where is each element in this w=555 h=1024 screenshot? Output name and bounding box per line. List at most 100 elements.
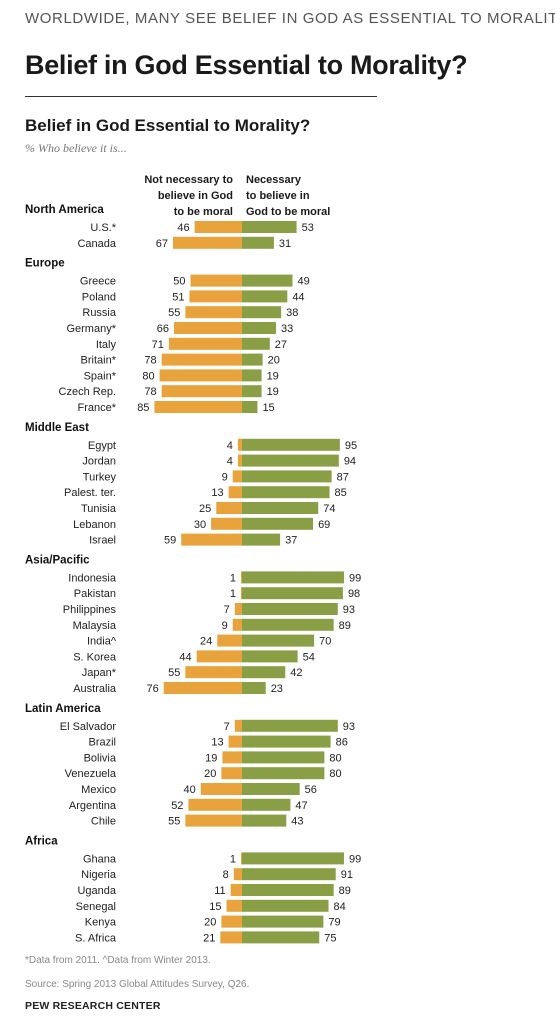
value-necessary-bolivia: 80 [329,752,341,764]
bar-not-necessary-kenya [221,915,242,928]
value-necessary-poland: 44 [292,291,304,303]
bar-not-necessary-s-korea [196,650,242,663]
country-label-pakistan: Pakistan [74,588,116,600]
value-not-necessary-france: 85 [137,402,149,414]
bar-necessary-pakistan [242,587,343,600]
region-label-europe: Europe [25,258,65,270]
bar-not-necessary-palest-ter [228,486,242,499]
bar-not-necessary-s-africa [220,931,242,944]
bar-not-necessary-u-s [194,221,242,233]
bar-not-necessary-australia [163,682,242,694]
value-necessary-india: 70 [319,636,331,648]
value-not-necessary-uganda: 11 [214,885,225,897]
bar-necessary-jordan [242,454,339,467]
value-not-necessary-czech-rep: 78 [144,386,156,398]
value-not-necessary-egypt: 4 [227,440,233,452]
bar-not-necessary-jordan [237,454,242,467]
value-necessary-brazil: 86 [336,737,348,749]
bar-necessary-argentina [242,798,291,811]
bar-necessary-u-s [242,221,297,233]
value-not-necessary-s-africa: 21 [203,932,215,944]
value-necessary-chile: 43 [291,816,303,828]
region-label-north-america: North America [25,204,104,216]
bar-necessary-turkey [242,470,332,483]
value-necessary-greece: 49 [297,276,309,288]
country-label-tunisia: Tunisia [81,503,117,515]
country-label-bolivia: Bolivia [84,752,117,764]
value-necessary-italy: 27 [275,339,287,351]
country-label-argentina: Argentina [69,800,117,812]
value-necessary-ghana: 99 [349,853,361,865]
bar-necessary-lebanon [242,517,314,530]
country-label-germany: Germany* [66,323,116,335]
country-label-brazil: Brazil [88,737,116,749]
value-necessary-argentina: 47 [295,800,307,812]
value-not-necessary-s-korea: 44 [179,651,191,663]
value-not-necessary-kenya: 20 [204,917,216,929]
country-label-s-korea: S. Korea [73,651,117,663]
bar-not-necessary-france [154,401,242,413]
country-label-senegal: Senegal [76,901,116,913]
bar-not-necessary-germany [174,322,242,334]
source-note: Source: Spring 2013 Global Attitudes Sur… [25,979,250,990]
country-label-italy: Italy [96,339,117,351]
bar-not-necessary-ghana [240,852,242,865]
bar-not-necessary-malaysia [232,618,242,631]
bar-necessary-bolivia [242,751,325,764]
region-label-middle-east: Middle East [25,422,89,434]
bar-necessary-poland [242,290,288,303]
bar-necessary-russia [242,306,282,319]
bar-not-necessary-nigeria [233,868,242,881]
value-not-necessary-lebanon: 30 [194,519,206,531]
value-not-necessary-australia: 76 [146,683,158,695]
bar-not-necessary-russia [185,306,242,319]
country-label-lebanon: Lebanon [73,519,116,531]
country-label-ghana: Ghana [83,853,117,865]
bar-necessary-el-salvador [242,719,338,732]
value-not-necessary-greece: 50 [173,276,185,288]
value-necessary-france: 15 [262,402,274,414]
country-label-malaysia: Malaysia [73,620,117,632]
value-necessary-spain: 19 [267,370,279,382]
value-not-necessary-u-s: 46 [177,222,189,234]
value-necessary-egypt: 95 [345,440,357,452]
value-not-necessary-philippines: 7 [224,604,230,616]
bar-necessary-egypt [242,438,340,451]
bar-necessary-japan [242,666,286,679]
bar-not-necessary-pakistan [240,587,242,600]
bar-necessary-s-korea [242,650,298,663]
country-label-turkey: Turkey [83,471,117,483]
bar-not-necessary-israel [181,533,242,546]
country-label-britain: Britain* [81,355,117,367]
bar-necessary-kenya [242,915,324,928]
country-label-czech-rep: Czech Rep. [59,386,116,398]
value-necessary-japan: 42 [290,667,302,679]
value-not-necessary-argentina: 52 [171,800,183,812]
bar-not-necessary-lebanon [211,517,242,530]
bar-necessary-brazil [242,735,331,748]
value-not-necessary-bolivia: 19 [205,752,217,764]
bar-necessary-tunisia [242,502,319,514]
legend-necessary: Necessary to believe in God to be moral [246,172,330,220]
value-not-necessary-el-salvador: 7 [224,721,230,733]
bar-necessary-ghana [242,852,344,865]
value-necessary-canada: 31 [279,238,291,250]
value-necessary-czech-rep: 19 [267,386,279,398]
bar-not-necessary-chile [185,814,242,827]
bar-necessary-greece [242,274,293,287]
value-not-necessary-israel: 59 [164,535,176,547]
country-label-greece: Greece [80,276,116,288]
country-label-australia: Australia [73,683,117,695]
bar-necessary-germany [242,322,276,334]
headline-divider [25,96,377,97]
country-label-israel: Israel [89,535,116,547]
bar-not-necessary-mexico [200,783,242,795]
bar-necessary-s-africa [242,931,320,944]
value-not-necessary-malaysia: 9 [222,620,228,632]
country-label-mexico: Mexico [81,784,116,796]
bar-necessary-uganda [242,884,334,896]
value-necessary-malaysia: 89 [339,620,351,632]
country-label-chile: Chile [91,816,116,828]
